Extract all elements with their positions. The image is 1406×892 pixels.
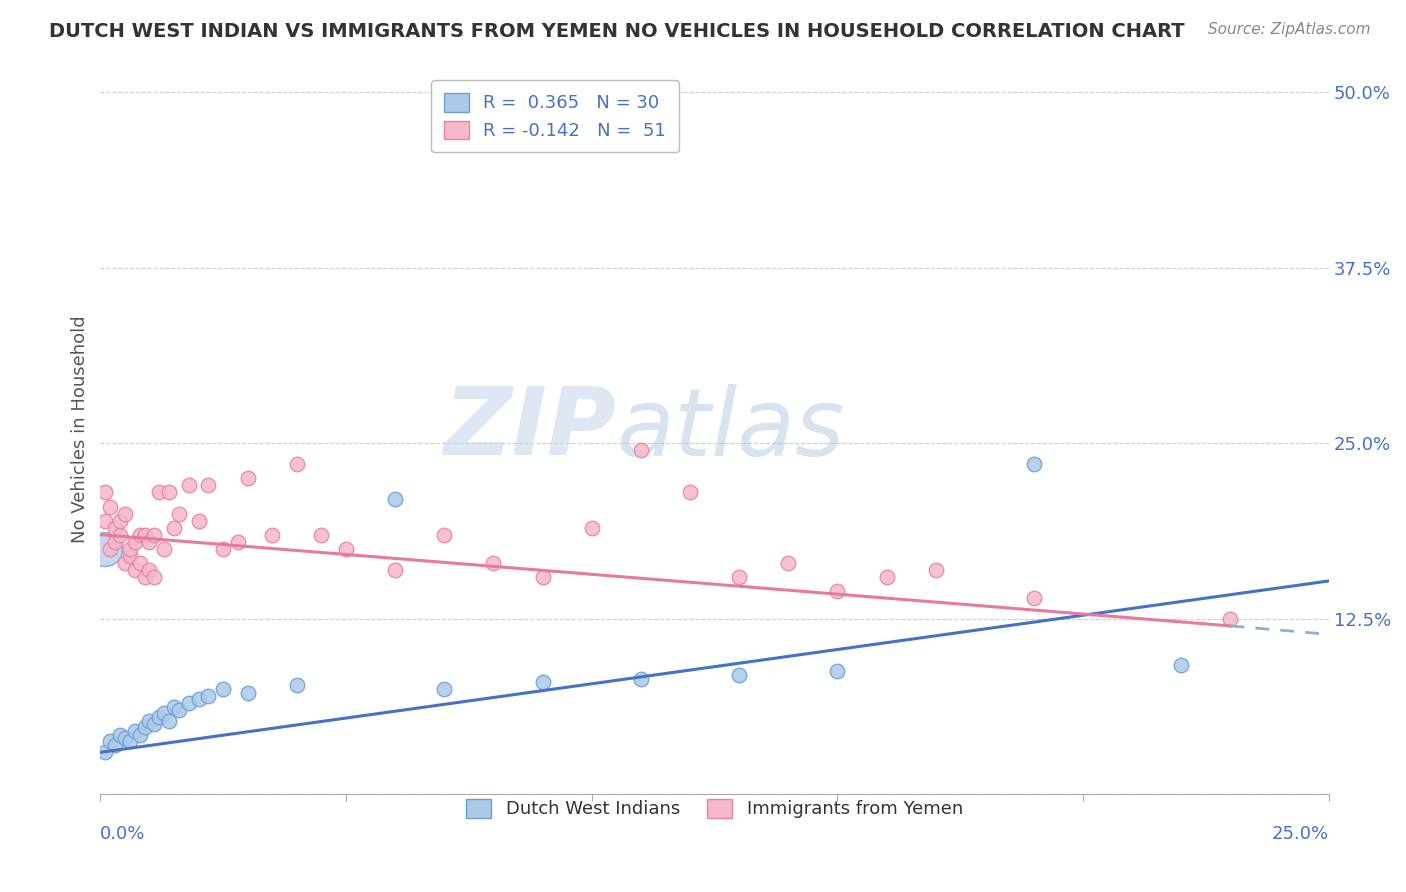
Point [630, 673, 652, 687]
Point [1170, 658, 1192, 673]
Point [187, 692, 209, 706]
Text: 0.0%: 0.0% [100, 825, 146, 843]
Point [226, 534, 249, 549]
Point [212, 682, 235, 697]
Point [124, 724, 146, 739]
Point [236, 686, 259, 700]
Point [581, 520, 603, 534]
Point [98, 500, 121, 514]
Point [108, 514, 131, 528]
Point [108, 527, 131, 541]
Point [138, 534, 160, 549]
Point [876, 570, 898, 584]
Point [163, 700, 186, 714]
Point [285, 458, 308, 472]
Point [236, 471, 259, 485]
Point [167, 703, 190, 717]
Point [114, 507, 136, 521]
Point [153, 541, 176, 556]
Point [94, 514, 117, 528]
Text: 25.0%: 25.0% [1271, 825, 1329, 843]
Point [531, 570, 554, 584]
Point [630, 443, 652, 458]
Point [118, 734, 141, 748]
Point [482, 556, 505, 570]
Point [197, 689, 219, 703]
Legend: Dutch West Indians, Immigrants from Yemen: Dutch West Indians, Immigrants from Yeme… [458, 792, 970, 826]
Point [98, 541, 121, 556]
Point [177, 696, 200, 710]
Point [384, 563, 406, 577]
Point [124, 563, 146, 577]
Point [728, 570, 751, 584]
Text: ZIP: ZIP [443, 384, 616, 475]
Point [778, 556, 800, 570]
Point [212, 541, 235, 556]
Point [128, 527, 150, 541]
Point [114, 556, 136, 570]
Point [335, 541, 357, 556]
Text: atlas: atlas [616, 384, 845, 475]
Point [827, 664, 849, 678]
Point [531, 675, 554, 690]
Point [114, 731, 136, 746]
Point [157, 714, 180, 729]
Point [124, 534, 146, 549]
Point [262, 527, 284, 541]
Point [728, 668, 751, 682]
Point [433, 682, 456, 697]
Text: DUTCH WEST INDIAN VS IMMIGRANTS FROM YEMEN NO VEHICLES IN HOUSEHOLD CORRELATION : DUTCH WEST INDIAN VS IMMIGRANTS FROM YEM… [49, 22, 1185, 41]
Point [177, 478, 200, 492]
Point [1022, 458, 1045, 472]
Text: Source: ZipAtlas.com: Source: ZipAtlas.com [1208, 22, 1371, 37]
Point [148, 710, 170, 724]
Y-axis label: No Vehicles in Household: No Vehicles in Household [72, 316, 89, 543]
Point [104, 534, 127, 549]
Point [98, 734, 121, 748]
Point [134, 570, 156, 584]
Point [108, 729, 131, 743]
Point [143, 717, 166, 731]
Point [128, 556, 150, 570]
Point [924, 563, 946, 577]
Point [1219, 612, 1241, 626]
Point [157, 485, 180, 500]
Point [134, 720, 156, 734]
Point [384, 492, 406, 507]
Point [128, 729, 150, 743]
Point [104, 739, 127, 753]
Point [153, 706, 176, 720]
Point [311, 527, 333, 541]
Point [134, 527, 156, 541]
Point [143, 527, 166, 541]
Point [827, 583, 849, 598]
Point [138, 563, 160, 577]
Point [94, 485, 117, 500]
Point [143, 570, 166, 584]
Point [1022, 591, 1045, 605]
Point [94, 541, 117, 556]
Point [138, 714, 160, 729]
Point [104, 520, 127, 534]
Point [187, 514, 209, 528]
Point [94, 745, 117, 759]
Point [118, 549, 141, 563]
Point [148, 485, 170, 500]
Point [167, 507, 190, 521]
Point [118, 541, 141, 556]
Point [197, 478, 219, 492]
Point [433, 527, 456, 541]
Point [679, 485, 702, 500]
Point [163, 520, 186, 534]
Point [285, 678, 308, 692]
